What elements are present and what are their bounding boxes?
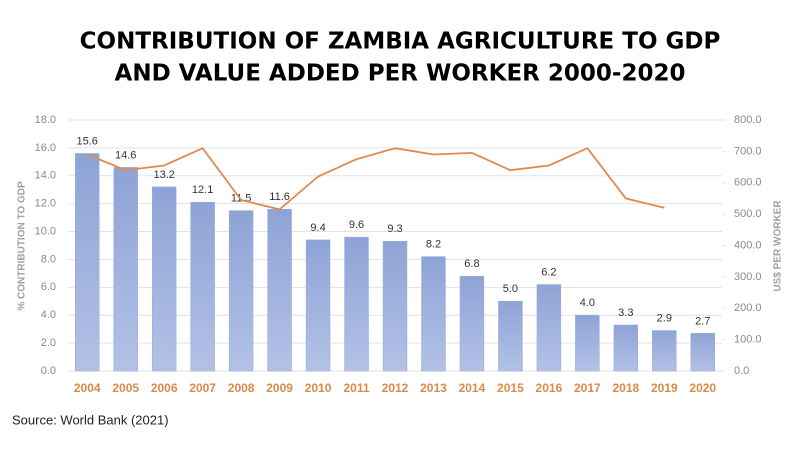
bar [190, 201, 215, 372]
value-label: 12.1 [192, 184, 213, 196]
value-label: 2.7 [695, 315, 710, 327]
bar [421, 256, 446, 372]
y-tick-label: 0.0 [41, 365, 56, 377]
x-tick-label: 2010 [305, 381, 332, 395]
x-tick-label: 2013 [420, 381, 447, 395]
value-label: 15.6 [77, 135, 98, 147]
x-tick-label: 2011 [344, 381, 370, 395]
value-label: 6.2 [541, 266, 556, 278]
x-tick-label: 2016 [536, 381, 563, 395]
y2-axis-title: US$ PER WORKER [773, 200, 784, 292]
chart-title: CONTRIBUTION OF ZAMBIA AGRICULTURE TO GD… [80, 29, 721, 55]
bar [575, 314, 600, 372]
y2-tick-label: 0.0 [734, 365, 749, 377]
x-tick-label: 2017 [574, 381, 601, 395]
x-tick-label: 2008 [228, 381, 255, 395]
y-tick-label: 10.0 [35, 225, 56, 237]
y2-tick-label: 400.0 [734, 239, 762, 251]
y2-tick-label: 600.0 [734, 177, 762, 189]
bar [344, 236, 369, 372]
x-tick-label: 2009 [266, 381, 293, 395]
x-tick-label: 2012 [382, 381, 409, 395]
x-tick-label: 2005 [112, 381, 139, 395]
bar [228, 210, 254, 372]
y-tick-label: 8.0 [41, 253, 56, 265]
y-tick-label: 16.0 [35, 142, 56, 154]
y-tick-label: 4.0 [41, 309, 56, 321]
y2-tick-label: 100.0 [734, 334, 762, 346]
x-tick-label: 2006 [151, 381, 178, 395]
y-tick-label: 2.0 [41, 337, 56, 349]
value-label: 13.2 [153, 169, 174, 181]
value-label: 9.3 [387, 223, 402, 235]
y2-tick-label: 200.0 [734, 302, 762, 314]
value-label: 6.8 [464, 258, 479, 270]
bar [305, 239, 331, 372]
value-label: 4.0 [580, 297, 595, 309]
y-tick-label: 6.0 [41, 281, 56, 293]
y-tick-label: 14.0 [35, 170, 56, 182]
x-tick-label: 2007 [189, 381, 216, 395]
bar [382, 241, 408, 372]
x-tick-label: 2015 [497, 381, 524, 395]
bar [652, 330, 677, 372]
y2-tick-label: 700.0 [734, 145, 762, 157]
x-tick-label: 2020 [689, 381, 716, 395]
y2-tick-label: 500.0 [734, 208, 762, 220]
line [86, 147, 665, 211]
bar [498, 300, 523, 372]
value-label: 9.6 [349, 219, 364, 231]
value-label: 2.9 [657, 312, 672, 324]
x-tick-label: 2018 [612, 381, 639, 395]
value-label: 14.6 [115, 149, 136, 161]
value-label: 8.2 [426, 239, 441, 251]
y-axis-title: % CONTRIBUTION TO GDP [17, 181, 28, 311]
value-label: 3.3 [618, 307, 633, 319]
y-tick-label: 18.0 [35, 114, 56, 126]
chart-title: AND VALUE ADDED PER WORKER 2000-2020 [115, 61, 686, 87]
y-tick-label: 12.0 [35, 198, 56, 210]
bar [151, 186, 177, 372]
bar [113, 167, 138, 372]
value-label: 11.6 [269, 191, 290, 203]
bar [459, 275, 485, 372]
x-tick-label: 2019 [651, 381, 678, 395]
bar [267, 208, 292, 372]
value-label: 5.0 [503, 283, 518, 295]
y2-tick-label: 300.0 [734, 271, 762, 283]
x-tick-label: 2014 [459, 381, 486, 395]
x-tick-label: 2004 [74, 381, 101, 395]
bar [690, 333, 715, 372]
bar [613, 324, 639, 372]
bar [536, 284, 562, 372]
y2-tick-label: 800.0 [734, 114, 762, 126]
bar [75, 153, 100, 372]
source: Source: World Bank (2021) [12, 412, 169, 427]
value-label: 9.4 [310, 222, 325, 234]
